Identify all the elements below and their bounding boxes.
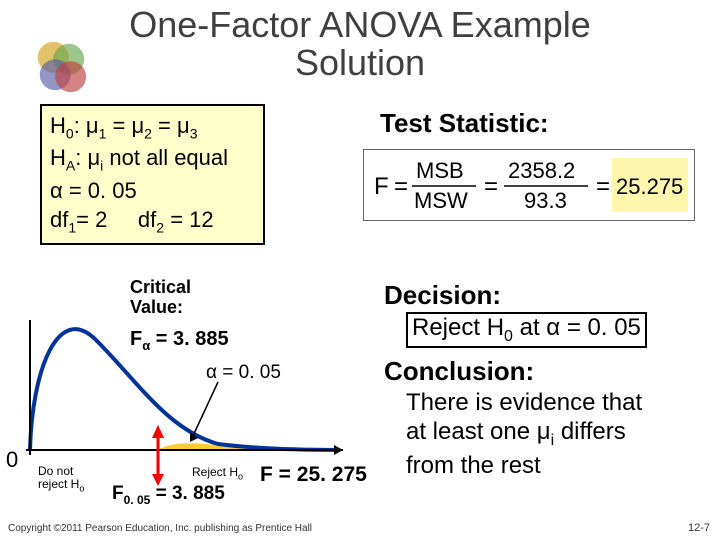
f-statistic-value: F = 25. 275	[260, 463, 367, 487]
reject-region-label: Reject Ho	[192, 465, 243, 481]
svg-text:F: F	[374, 173, 389, 200]
svg-text:=: =	[596, 173, 610, 200]
alpha-line: α = 0. 05	[50, 176, 255, 206]
decision-box: Reject H0 at α = 0. 05	[406, 312, 647, 348]
svg-text:MSB: MSB	[416, 158, 464, 183]
df-line: df1= 2 df2 = 12	[50, 205, 255, 237]
h0-line: H0: μ1 = μ2 = μ3	[50, 111, 255, 143]
conclusion-heading: Conclusion:	[384, 356, 534, 387]
axis-zero: 0	[6, 447, 18, 473]
ha-line: HA: μi not all equal	[50, 143, 255, 175]
svg-text:=: =	[394, 173, 408, 200]
page-number: 12-7	[688, 522, 710, 534]
svg-text:MSW: MSW	[414, 188, 468, 213]
title-line-1: One-Factor ANOVA Example	[0, 6, 720, 44]
f-critical-value: F0. 05 = 3. 885	[112, 483, 225, 507]
do-not-reject-label: Do notreject Ho	[38, 465, 84, 494]
svg-text:25.275: 25.275	[616, 174, 683, 199]
decision-heading: Decision:	[384, 280, 501, 311]
svg-text:2358.2: 2358.2	[508, 158, 575, 183]
hypotheses-box: H0: μ1 = μ2 = μ3 HA: μi not all equal α …	[40, 104, 265, 245]
svg-text:=: =	[484, 173, 498, 200]
conclusion-text: There is evidence that at least one μi d…	[406, 388, 706, 480]
test-statistic-heading: Test Statistic:	[380, 108, 549, 139]
title-line-2: Solution	[0, 44, 720, 82]
copyright-text: Copyright ©2011 Pearson Education, Inc. …	[8, 523, 312, 534]
page-title: One-Factor ANOVA Example Solution	[0, 6, 720, 82]
svg-text:93.3: 93.3	[524, 188, 567, 213]
test-statistic-formula: F = MSB MSW = 2358.2 93.3 = 25.275	[364, 150, 694, 220]
